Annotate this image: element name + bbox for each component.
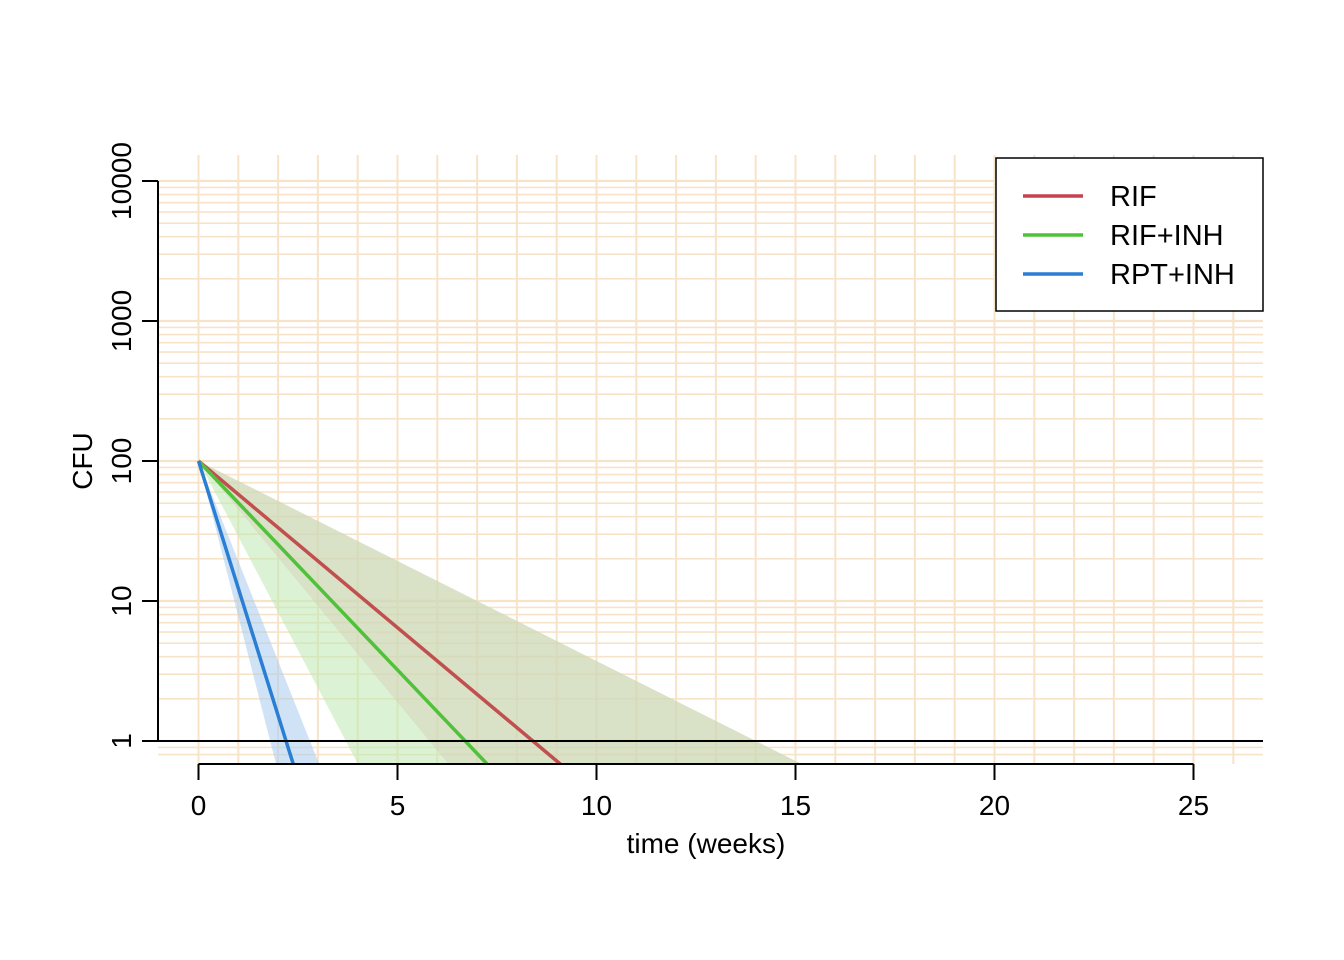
x-tick-label: 15 [780, 790, 811, 821]
x-tick-label: 0 [191, 790, 207, 821]
legend-label: RIF+INH [1110, 220, 1224, 252]
line-rif [197, 459, 562, 764]
line-rpt-inh [196, 460, 295, 764]
x-axis-title: time (weeks) [627, 828, 786, 859]
y-tick-label: 10000 [106, 142, 137, 220]
band-rpt-inh [198, 461, 320, 764]
y-tick-label: 1 [106, 733, 137, 749]
x-tick-label: 5 [390, 790, 406, 821]
legend-label: RPT+INH [1110, 259, 1235, 291]
y-axis-title: CFU [67, 432, 98, 490]
y-tick-label: 100 [106, 438, 137, 485]
grid [158, 155, 1263, 764]
line-rif-inh [197, 459, 489, 764]
confidence-bands [198, 461, 802, 764]
legend-label: RIF [1110, 181, 1157, 213]
x-tick-label: 10 [581, 790, 612, 821]
x-tick-label: 25 [1178, 790, 1209, 821]
axes: 1 10 100 1000 10000 0 5 10 15 20 25 time (weeks) CFU [67, 142, 1263, 859]
legend: RIF RIF+INH RPT+INH [995, 157, 1264, 312]
y-tick-label: 10 [106, 585, 137, 616]
x-tick-label: 20 [979, 790, 1010, 821]
band-rif-inh [198, 461, 802, 764]
y-tick-label: 1000 [106, 290, 137, 352]
series-lines [196, 459, 562, 764]
